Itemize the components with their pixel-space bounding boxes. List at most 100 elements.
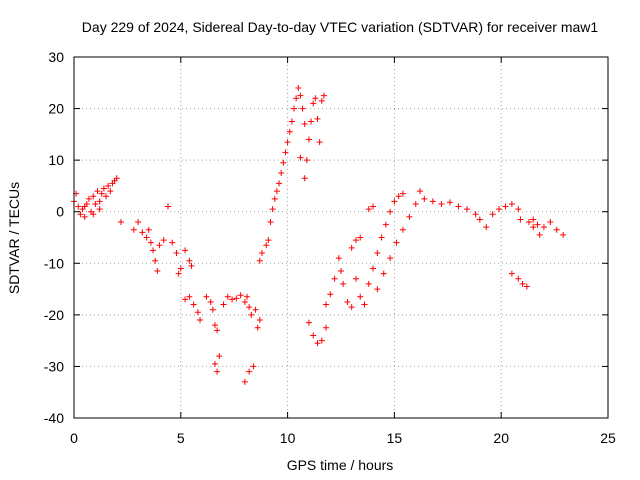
data-point bbox=[267, 219, 274, 226]
data-point bbox=[553, 226, 560, 233]
data-point bbox=[214, 327, 221, 334]
data-point bbox=[75, 203, 82, 210]
data-point bbox=[150, 247, 157, 254]
data-point bbox=[282, 149, 289, 156]
data-point bbox=[303, 157, 310, 164]
data-point bbox=[387, 255, 394, 262]
data-point bbox=[455, 203, 462, 210]
data-point bbox=[92, 200, 99, 207]
data-point bbox=[489, 211, 496, 218]
data-point bbox=[156, 242, 163, 249]
data-point bbox=[316, 139, 323, 146]
data-point bbox=[308, 118, 315, 125]
plot-frame bbox=[73, 56, 609, 419]
data-point bbox=[380, 270, 387, 277]
data-point bbox=[365, 206, 372, 213]
x-tick-label: 5 bbox=[177, 430, 185, 446]
data-point bbox=[269, 206, 276, 213]
y-tick-label: 0 bbox=[56, 204, 64, 220]
data-point bbox=[391, 198, 398, 205]
data-point bbox=[214, 368, 221, 375]
data-point bbox=[164, 203, 171, 210]
data-point bbox=[81, 213, 88, 220]
data-point bbox=[169, 239, 176, 246]
data-point bbox=[399, 190, 406, 197]
data-point bbox=[361, 301, 368, 308]
data-point bbox=[406, 213, 413, 220]
data-point bbox=[220, 301, 227, 308]
data-point bbox=[305, 319, 312, 326]
data-point bbox=[508, 200, 515, 207]
grid bbox=[74, 57, 608, 418]
data-point bbox=[81, 203, 88, 210]
data-point bbox=[370, 265, 377, 272]
data-point bbox=[190, 301, 197, 308]
data-point bbox=[263, 242, 270, 249]
data-point bbox=[175, 270, 182, 277]
data-point bbox=[288, 118, 295, 125]
data-point bbox=[395, 193, 402, 200]
x-tick-label: 20 bbox=[493, 430, 509, 446]
data-point bbox=[103, 193, 110, 200]
data-point bbox=[152, 257, 159, 264]
data-point bbox=[357, 234, 364, 241]
data-point bbox=[295, 84, 302, 91]
data-point bbox=[246, 368, 253, 375]
data-point bbox=[348, 244, 355, 251]
data-point bbox=[280, 159, 287, 166]
data-point bbox=[85, 195, 92, 202]
data-point bbox=[207, 298, 214, 305]
data-point bbox=[203, 293, 210, 300]
data-point bbox=[197, 317, 204, 324]
data-point bbox=[77, 211, 84, 218]
data-point bbox=[310, 332, 317, 339]
data-point bbox=[237, 292, 244, 299]
data-point bbox=[312, 95, 319, 102]
data-point bbox=[154, 268, 161, 275]
y-tick-label: -20 bbox=[44, 307, 64, 323]
data-point bbox=[352, 237, 359, 244]
data-point bbox=[515, 275, 522, 282]
data-point bbox=[186, 293, 193, 300]
data-point bbox=[113, 175, 120, 182]
data-point bbox=[496, 206, 503, 213]
data-point bbox=[483, 224, 490, 231]
data-point bbox=[502, 203, 509, 210]
data-point bbox=[241, 298, 248, 305]
data-point bbox=[365, 280, 372, 287]
data-point bbox=[98, 190, 105, 197]
data-point bbox=[278, 170, 285, 177]
data-point bbox=[387, 208, 394, 215]
data-point bbox=[258, 249, 265, 256]
data-point bbox=[344, 298, 351, 305]
y-tick-label: 30 bbox=[48, 49, 64, 65]
data-point bbox=[117, 219, 124, 226]
data-point bbox=[250, 363, 257, 370]
y-tick-label: 10 bbox=[48, 152, 64, 168]
data-point bbox=[256, 257, 263, 264]
data-point bbox=[233, 295, 240, 302]
data-point bbox=[536, 231, 543, 238]
data-point bbox=[299, 105, 306, 112]
data-point bbox=[211, 322, 218, 329]
data-point bbox=[374, 249, 381, 256]
y-axis-label: SDTVAR / TECUs bbox=[6, 182, 22, 294]
data-point bbox=[254, 324, 261, 331]
data-point bbox=[252, 306, 259, 313]
data-point bbox=[476, 216, 483, 223]
y-tick-label: -30 bbox=[44, 358, 64, 374]
data-point bbox=[357, 293, 364, 300]
data-point bbox=[273, 188, 280, 195]
x-tick-label: 15 bbox=[387, 430, 403, 446]
data-point bbox=[305, 136, 312, 143]
data-point bbox=[177, 265, 184, 272]
data-point bbox=[244, 293, 251, 300]
data-point bbox=[382, 221, 389, 228]
data-point bbox=[318, 337, 325, 344]
data-point bbox=[209, 306, 216, 313]
data-point bbox=[211, 360, 218, 367]
data-point bbox=[256, 317, 263, 324]
data-point bbox=[399, 226, 406, 233]
data-point bbox=[284, 139, 291, 146]
data-point bbox=[96, 198, 103, 205]
